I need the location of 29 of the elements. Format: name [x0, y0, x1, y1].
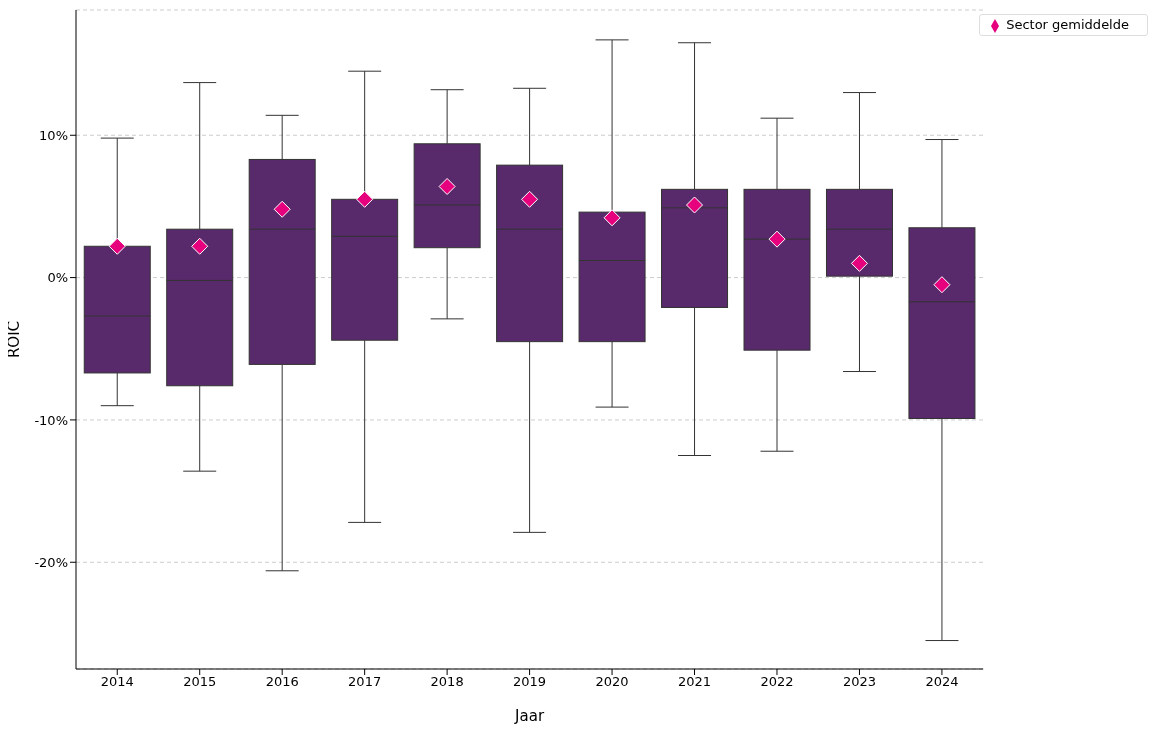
- point: [191, 237, 209, 255]
- x-tick-label: 2015: [183, 674, 217, 690]
- x-tick-label: 2020: [595, 674, 629, 690]
- point: [356, 190, 374, 208]
- x-tick-label: 2014: [100, 674, 134, 690]
- x-tick-label: 2023: [842, 674, 877, 690]
- x-tick-label: 2022: [760, 674, 794, 690]
- y-axis-title: ROIC: [5, 320, 24, 359]
- point: [438, 177, 456, 195]
- point: [521, 190, 539, 208]
- y-tick-label: 10%: [39, 127, 68, 143]
- legend-label: Sector gemiddelde: [1006, 17, 1129, 32]
- point: [603, 209, 621, 227]
- x-tick-label: 2016: [265, 674, 299, 690]
- x-tick-label: 2021: [677, 674, 712, 690]
- x-tick-label: 2024: [925, 674, 959, 690]
- point: [768, 230, 786, 248]
- point: [933, 276, 951, 294]
- y-tick-label: -10%: [34, 412, 68, 428]
- x-tick-label: 2018: [430, 674, 464, 690]
- x-axis-title: Jaar: [514, 707, 545, 725]
- point: [108, 237, 126, 255]
- y-tick-label: 0%: [47, 270, 68, 286]
- x-tick-label: 2017: [348, 674, 382, 690]
- point: [850, 254, 868, 272]
- point: [686, 196, 704, 214]
- x-tick-label: 2019: [513, 674, 547, 690]
- point: [273, 200, 291, 218]
- y-tick-label: -20%: [34, 554, 68, 570]
